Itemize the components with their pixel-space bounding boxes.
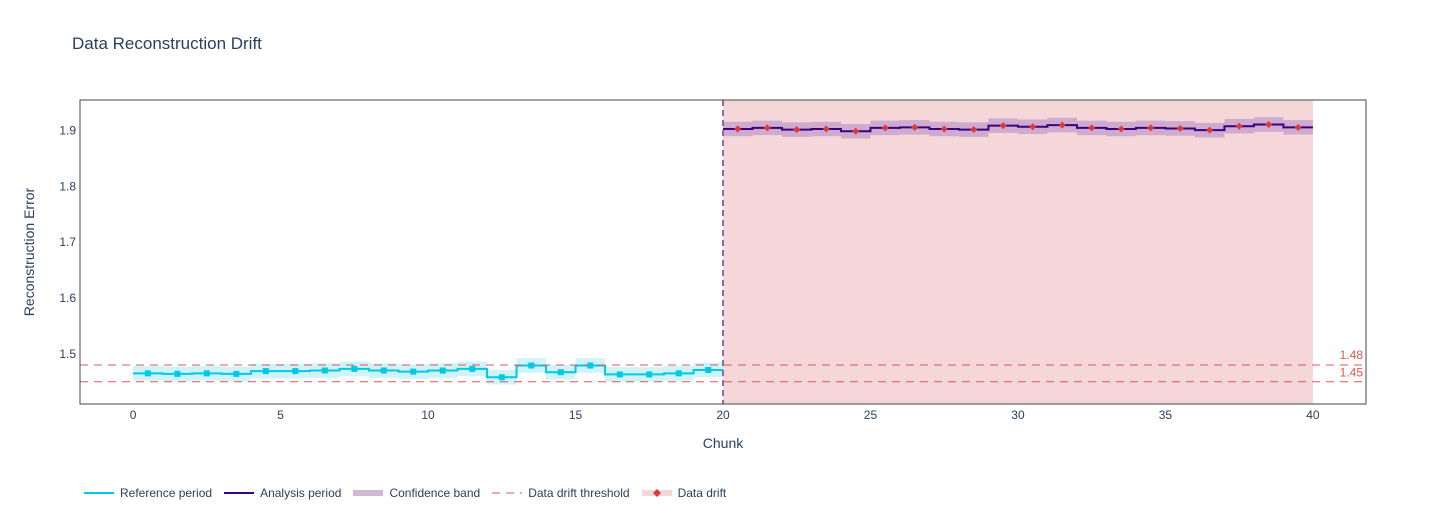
reference-point-11 [469, 365, 476, 372]
reference-point-1 [174, 370, 181, 377]
legend-label-reference: Reference period [120, 486, 213, 500]
legend-label-threshold: Data drift threshold [528, 486, 630, 500]
reference-point-10 [439, 367, 446, 374]
reference-series-line [133, 364, 723, 379]
legend-label-analysis: Analysis period [260, 486, 342, 500]
reference-point-0 [144, 370, 151, 377]
legend-swatch-confidence-band [353, 486, 384, 500]
reference-point-6 [321, 367, 328, 374]
y-tick-label-0: 1.5 [59, 347, 76, 361]
threshold-upper-label: 1.48 [1340, 348, 1364, 362]
x-tick-label-1: 5 [277, 408, 284, 422]
x-tick-label-6: 30 [1011, 408, 1025, 422]
analysis-drift-point-19 [1294, 123, 1302, 131]
legend-swatch-threshold [492, 486, 523, 500]
analysis-drift-point-11 [1058, 121, 1066, 129]
reference-point-14 [557, 369, 564, 376]
analysis-drift-point-7 [940, 125, 948, 133]
reference-point-13 [528, 362, 535, 369]
plot-content [80, 100, 1366, 404]
analysis-drift-point-14 [1147, 124, 1155, 132]
x-tick-label-2: 10 [421, 408, 435, 422]
reference-point-9 [410, 368, 417, 375]
legend: Reference period Analysis period Confide… [84, 486, 738, 500]
reference-point-8 [380, 367, 387, 374]
analysis-drift-point-15 [1176, 124, 1184, 132]
legend-item-confidence-band[interactable]: Confidence band [353, 486, 480, 500]
reference-point-7 [351, 365, 358, 372]
y-tick-label-2: 1.7 [59, 235, 76, 249]
analysis-drift-point-9 [999, 122, 1007, 130]
analysis-drift-point-0 [734, 125, 742, 133]
legend-swatch-reference [84, 486, 114, 500]
y-axis-label: Reconstruction Error [21, 187, 37, 316]
analysis-drift-point-1 [763, 124, 771, 132]
x-tick-label-7: 35 [1159, 408, 1173, 422]
reference-point-17 [646, 371, 653, 378]
analysis-drift-point-2 [793, 126, 801, 134]
y-tick-label-4: 1.9 [59, 124, 76, 138]
legend-item-reference[interactable]: Reference period [84, 486, 212, 500]
reference-point-2 [203, 370, 210, 377]
analysis-drift-point-12 [1088, 124, 1096, 132]
analysis-drift-point-16 [1206, 126, 1214, 134]
legend-swatch-data-drift [641, 486, 672, 500]
analysis-drift-point-6 [911, 123, 919, 131]
y-tick-label-1: 1.6 [59, 291, 76, 305]
reference-point-12 [498, 374, 505, 381]
reference-point-3 [233, 370, 240, 377]
legend-swatch-analysis [224, 486, 255, 500]
analysis-drift-point-5 [881, 124, 889, 132]
chart-title: Data Reconstruction Drift [72, 34, 262, 53]
legend-item-threshold[interactable]: Data drift threshold [492, 486, 630, 500]
legend-item-analysis[interactable]: Analysis period [224, 486, 341, 500]
x-tick-label-5: 25 [864, 408, 878, 422]
analysis-drift-point-10 [1029, 123, 1037, 131]
reference-point-18 [675, 370, 682, 377]
x-tick-label-0: 0 [130, 408, 137, 422]
drift-alert-region [723, 100, 1313, 404]
analysis-drift-point-17 [1235, 122, 1243, 130]
reference-point-4 [262, 368, 269, 375]
analysis-drift-point-4 [852, 127, 860, 135]
reference-point-5 [292, 368, 299, 375]
reference-point-15 [587, 362, 594, 369]
plot-border [79, 99, 1367, 405]
threshold-lower-label: 1.45 [1340, 366, 1364, 380]
legend-label-confidence-band: Confidence band [389, 486, 481, 500]
legend-label-data-drift: Data drift [677, 486, 727, 500]
reference-point-16 [616, 371, 623, 378]
x-tick-label-4: 20 [716, 408, 730, 422]
x-axis-label: Chunk [703, 435, 744, 451]
reference-point-19 [705, 366, 712, 373]
analysis-drift-point-18 [1265, 121, 1273, 129]
legend-item-data-drift[interactable]: Data drift [641, 486, 727, 500]
x-tick-label-8: 40 [1306, 408, 1320, 422]
x-tick-label-3: 15 [569, 408, 583, 422]
y-tick-label-3: 1.8 [59, 179, 76, 193]
analysis-drift-point-3 [822, 125, 830, 133]
analysis-drift-point-8 [970, 126, 978, 134]
analysis-drift-point-13 [1117, 125, 1125, 133]
